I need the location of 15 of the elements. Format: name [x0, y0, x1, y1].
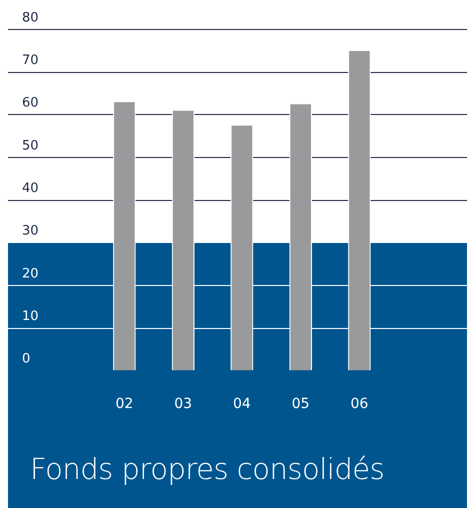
y-tick-label: 20	[22, 266, 39, 282]
x-tick-label: 03	[174, 396, 192, 412]
y-tick-label: 10	[22, 308, 39, 324]
x-tick-label: 06	[350, 396, 368, 412]
x-tick-label: 05	[292, 396, 310, 412]
y-tick-label: 30	[22, 224, 39, 239]
x-tick-label: 04	[232, 396, 251, 412]
y-tick-label: 60	[22, 96, 39, 111]
y-tick-label: 0	[22, 352, 30, 367]
x-tick-label: 02	[115, 396, 134, 412]
text: Fonds propres consolidés	[30, 452, 384, 486]
y-tick-label: 40	[22, 180, 39, 196]
y-tick-label: 70	[22, 53, 39, 68]
y-tick-label: 80	[22, 10, 39, 26]
y-tick-label: 50	[22, 138, 39, 154]
